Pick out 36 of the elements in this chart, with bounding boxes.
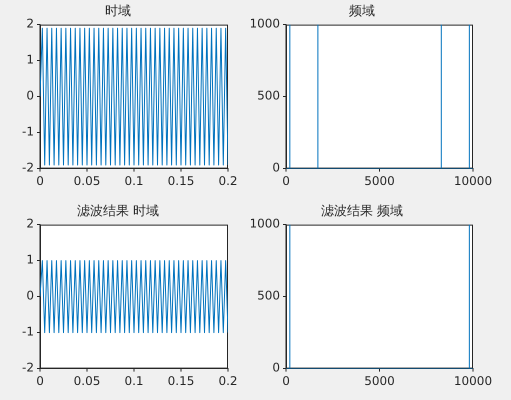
x-tick-label: 0.15: [168, 374, 194, 388]
x-tick-label: 10000: [454, 174, 492, 188]
y-tick-label: 1: [26, 252, 34, 267]
x-tick-label: 0.15: [168, 174, 194, 188]
x-tick-label: 0.1: [124, 374, 144, 388]
y-tick-label: 2: [26, 216, 34, 231]
y-tick-label: -1: [22, 324, 34, 339]
x-tick-label: 0: [282, 374, 290, 388]
x-tick-label: 10000: [454, 374, 492, 388]
y-tick-label: -2: [22, 360, 34, 375]
x-tick-label: 0: [282, 174, 290, 188]
y-tick-label: -1: [22, 124, 34, 139]
y-tick-label: 0: [26, 88, 34, 103]
x-tick-label: 0: [36, 374, 44, 388]
x-tick-label: 0.05: [74, 174, 100, 188]
y-tick-label: 1: [26, 52, 34, 67]
y-tick-label: 500: [257, 288, 280, 303]
chart-title: 滤波结果 频域: [320, 204, 404, 220]
y-tick-label: 2: [26, 16, 34, 31]
y-tick-label: 500: [257, 88, 280, 103]
y-tick-label: 0: [272, 160, 280, 175]
x-tick-label: 0.1: [124, 174, 144, 188]
x-tick-label: 0.2: [218, 374, 238, 388]
y-tick-label: -2: [22, 160, 34, 175]
y-tick-label: 0: [26, 288, 34, 303]
x-tick-label: 5000: [364, 374, 395, 388]
x-tick-label: 0.05: [74, 374, 100, 388]
x-tick-label: 5000: [364, 174, 395, 188]
y-tick-label: 1000: [249, 16, 280, 31]
x-tick-label: 0.2: [218, 174, 238, 188]
chart-title: 频域: [349, 4, 375, 20]
y-tick-label: 0: [272, 360, 280, 375]
y-tick-label: 1000: [249, 216, 280, 231]
chart-title: 时域: [105, 4, 131, 20]
chart-title: 滤波结果 时域: [76, 204, 160, 220]
x-tick-label: 0: [36, 174, 44, 188]
